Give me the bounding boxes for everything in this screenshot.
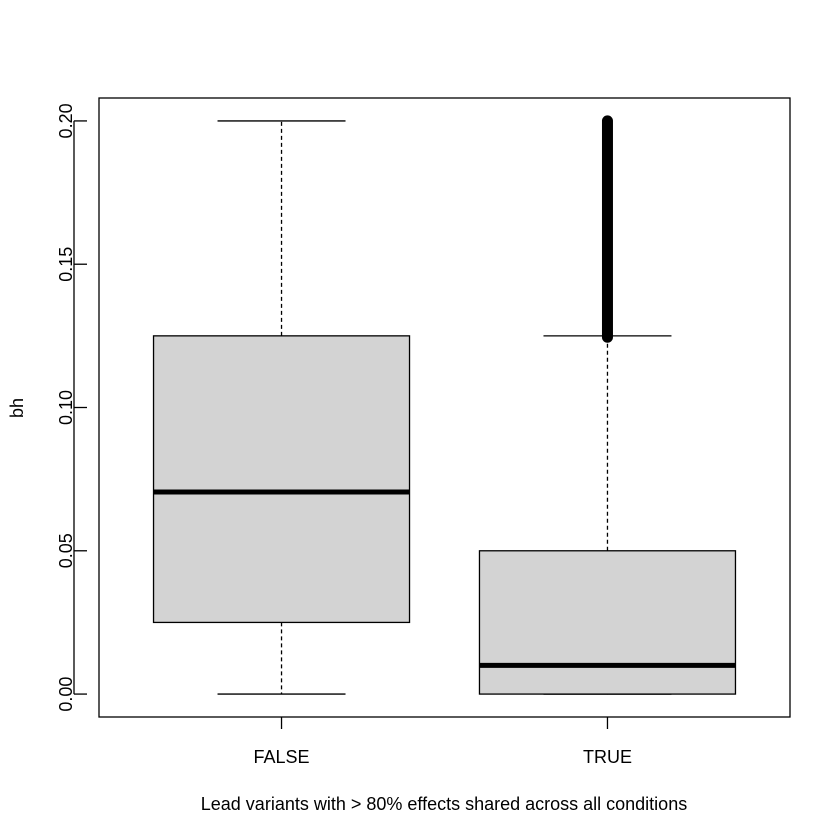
x-axis-title: Lead variants with > 80% effects shared … (201, 794, 687, 814)
y-tick-label-4: 0.20 (56, 103, 76, 138)
x-tick-label-0: FALSE (254, 747, 310, 767)
x-axis: FALSE TRUE (254, 717, 632, 767)
boxes (152, 115, 737, 695)
y-tick-label-1: 0.05 (56, 533, 76, 568)
y-axis: 0.00 0.05 0.10 0.15 0.20 (56, 103, 87, 712)
box-true (478, 115, 737, 695)
y-axis-title: bh (7, 398, 27, 418)
plot-frame (98, 97, 791, 718)
iqr-box (478, 550, 737, 695)
y-tick-label-3: 0.15 (56, 247, 76, 282)
y-tick-label-0: 0.00 (56, 677, 76, 712)
box-false (152, 120, 411, 695)
x-tick-label-1: TRUE (583, 747, 632, 767)
iqr-box (152, 335, 411, 624)
y-tick-label-2: 0.10 (56, 390, 76, 425)
